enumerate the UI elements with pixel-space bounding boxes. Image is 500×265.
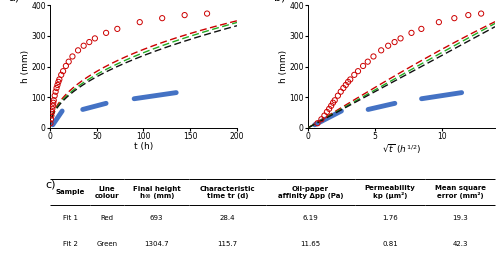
Point <box>62 64 70 68</box>
Point <box>359 64 367 68</box>
Point <box>330 98 338 102</box>
Point <box>318 117 326 121</box>
Point <box>408 31 416 35</box>
Point <box>114 27 122 31</box>
Point <box>344 80 352 84</box>
Point <box>346 77 354 82</box>
Point <box>180 13 188 17</box>
Point <box>48 110 56 114</box>
Text: a): a) <box>9 0 20 3</box>
Point <box>158 16 166 20</box>
Point <box>329 101 337 105</box>
Point <box>370 54 378 59</box>
Point <box>327 104 335 108</box>
Point <box>336 90 344 94</box>
Point <box>50 101 58 105</box>
Point <box>68 54 76 59</box>
Point <box>136 20 143 24</box>
Point <box>50 98 58 102</box>
Point <box>49 104 57 108</box>
Point <box>48 113 56 118</box>
X-axis label: $\sqrt{t}\ (h^{1/2})$: $\sqrt{t}\ (h^{1/2})$ <box>382 142 421 156</box>
Point <box>396 36 404 41</box>
Point <box>52 86 60 90</box>
Point <box>464 13 472 17</box>
Point <box>377 48 385 52</box>
Point <box>354 69 362 73</box>
Point <box>314 121 322 125</box>
Point <box>435 20 443 24</box>
Point <box>203 11 211 16</box>
Point <box>80 44 88 48</box>
Point <box>320 113 328 118</box>
Text: c): c) <box>46 179 56 189</box>
Point <box>52 90 60 94</box>
Text: b): b) <box>274 0 285 3</box>
Point <box>350 73 358 77</box>
Point <box>54 83 62 87</box>
Point <box>64 60 72 64</box>
Point <box>323 110 331 114</box>
Point <box>57 73 65 77</box>
X-axis label: t (h): t (h) <box>134 142 153 151</box>
Point <box>342 83 350 87</box>
Point <box>340 86 347 90</box>
Point <box>46 121 54 125</box>
Y-axis label: h (mm): h (mm) <box>21 50 30 83</box>
Point <box>364 60 372 64</box>
Point <box>74 48 82 52</box>
Y-axis label: h (mm): h (mm) <box>279 50 288 83</box>
Point <box>390 40 398 44</box>
Point <box>325 107 333 111</box>
Point <box>50 94 58 98</box>
Point <box>56 77 64 82</box>
Point <box>48 107 56 111</box>
Point <box>91 36 99 41</box>
Point <box>102 31 110 35</box>
Point <box>384 44 392 48</box>
Point <box>59 69 67 73</box>
Point <box>86 40 94 44</box>
Point <box>334 94 342 98</box>
Point <box>54 80 62 84</box>
Point <box>477 11 485 16</box>
Point <box>418 27 426 31</box>
Point <box>450 16 458 20</box>
Point <box>47 117 55 121</box>
